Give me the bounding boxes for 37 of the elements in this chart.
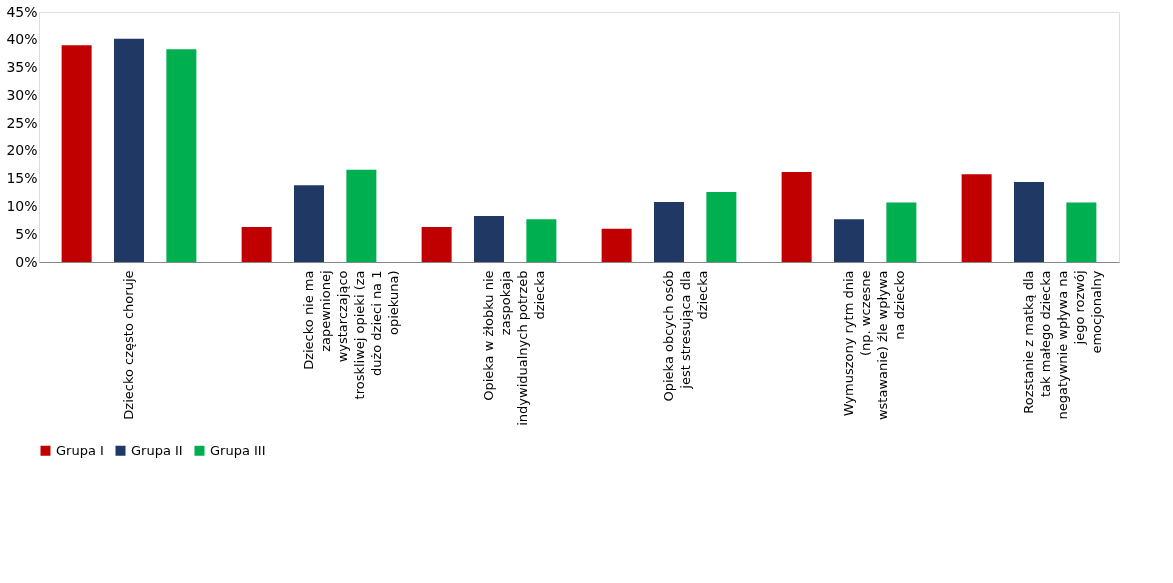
y-tick-label: 0%: [15, 253, 38, 270]
bar: [294, 185, 324, 262]
bar: [421, 227, 452, 262]
x-tick-label: Opieka obcych osób jest stresująca dla dziecka: [661, 270, 710, 402]
y-tick-label: 25%: [6, 114, 38, 131]
bar: [474, 215, 504, 262]
bar: [961, 174, 992, 262]
x-tick-label: Rozstanie z matką dla tak małego dziecka negatywnie wpływa na jego rozwój emocjonalny: [1021, 270, 1104, 420]
y-tick-label: 10%: [6, 197, 38, 214]
bar: [1014, 182, 1044, 262]
x-tick-label: Opieka w żłobku nie zaspokaja indywidualnych potrzeb dziecka: [481, 270, 547, 426]
x-tick-label: Dziecko nie ma zapewnionej wystarczająco troskliwej opieki (za dużo dzieci na 1 opiekuna): [301, 270, 401, 400]
bar: [61, 45, 92, 262]
bar: [166, 49, 197, 262]
y-tick-label: 15%: [6, 170, 38, 187]
bar: [114, 38, 144, 262]
bar: [834, 219, 864, 262]
y-tick-label: 45%: [6, 3, 38, 20]
x-tick-label: Wymuszony rytm dnia (np. wczesne wstawanie) źle wpływa na dziecko: [841, 270, 907, 421]
bar: [781, 172, 812, 262]
bar: [526, 219, 557, 262]
y-tick-label: 5%: [15, 225, 38, 242]
y-tick-label: 35%: [6, 59, 38, 76]
legend-label: Grupa I: [56, 442, 104, 458]
bar: [241, 227, 272, 262]
bar: [1066, 202, 1097, 262]
bar: [654, 202, 684, 262]
bar: [346, 169, 377, 262]
y-tick-label: 30%: [6, 86, 38, 103]
y-tick-label: 20%: [6, 142, 38, 159]
x-tick-label: Dziecko często choruje: [121, 270, 136, 420]
legend-label: Grupa III: [210, 442, 266, 458]
legend-label: Grupa II: [131, 442, 183, 458]
bar: [886, 202, 917, 262]
bar: [706, 192, 737, 262]
y-tick-label: 40%: [6, 31, 38, 48]
bar: [601, 228, 632, 262]
